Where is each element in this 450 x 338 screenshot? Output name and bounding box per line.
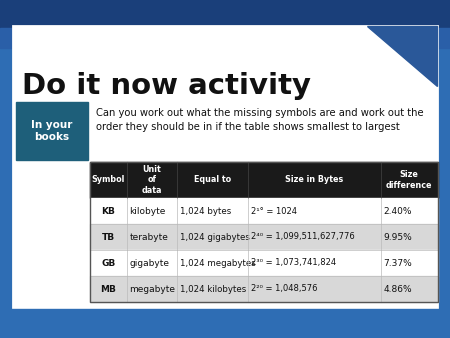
Text: 2¹° = 1024: 2¹° = 1024 bbox=[252, 207, 297, 216]
Text: 4.86%: 4.86% bbox=[383, 285, 412, 293]
Text: Size
difference: Size difference bbox=[386, 170, 432, 190]
Text: megabyte: megabyte bbox=[130, 285, 176, 293]
Bar bbox=[13, 26, 437, 309]
Text: 2⁴⁰ = 1,099,511,627,776: 2⁴⁰ = 1,099,511,627,776 bbox=[252, 233, 355, 241]
Bar bbox=[381, 250, 438, 276]
Bar bbox=[177, 250, 248, 276]
Bar bbox=[90, 162, 438, 302]
Bar bbox=[248, 250, 381, 276]
Bar bbox=[248, 224, 381, 250]
Text: terabyte: terabyte bbox=[130, 233, 168, 241]
Bar bbox=[90, 224, 126, 250]
Bar bbox=[16, 102, 88, 160]
Bar bbox=[381, 224, 438, 250]
Bar bbox=[177, 198, 248, 224]
Text: TB: TB bbox=[102, 233, 115, 241]
Text: In your
books: In your books bbox=[32, 120, 73, 142]
Text: 1,024 bytes: 1,024 bytes bbox=[180, 207, 231, 216]
Bar bbox=[126, 224, 177, 250]
Bar bbox=[381, 198, 438, 224]
Bar bbox=[126, 162, 177, 198]
Text: 1,024 gigabytes: 1,024 gigabytes bbox=[180, 233, 250, 241]
Text: Size in Bytes: Size in Bytes bbox=[285, 175, 344, 185]
Polygon shape bbox=[367, 26, 437, 86]
Bar bbox=[248, 198, 381, 224]
Text: MB: MB bbox=[100, 285, 116, 293]
Text: Symbol: Symbol bbox=[92, 175, 125, 185]
Text: 1,024 megabytes: 1,024 megabytes bbox=[180, 259, 256, 267]
Text: 2²⁰ = 1,048,576: 2²⁰ = 1,048,576 bbox=[252, 285, 318, 293]
Bar bbox=[126, 276, 177, 302]
Text: gigabyte: gigabyte bbox=[130, 259, 170, 267]
Text: kilobyte: kilobyte bbox=[130, 207, 166, 216]
Text: 9.95%: 9.95% bbox=[383, 233, 412, 241]
Bar bbox=[177, 276, 248, 302]
Text: Unit
of
data: Unit of data bbox=[141, 165, 162, 195]
Bar bbox=[126, 250, 177, 276]
Bar bbox=[0, 309, 450, 338]
Bar bbox=[381, 276, 438, 302]
Bar bbox=[248, 276, 381, 302]
Bar bbox=[177, 162, 248, 198]
Bar bbox=[126, 198, 177, 224]
Text: 7.37%: 7.37% bbox=[383, 259, 412, 267]
Bar bbox=[90, 276, 126, 302]
Text: 2³⁰ = 1,073,741,824: 2³⁰ = 1,073,741,824 bbox=[252, 259, 337, 267]
Bar bbox=[90, 198, 126, 224]
Text: KB: KB bbox=[101, 207, 115, 216]
Text: Do it now activity: Do it now activity bbox=[22, 72, 311, 100]
Text: Can you work out what the missing symbols are and work out the: Can you work out what the missing symbol… bbox=[96, 108, 423, 118]
Text: 1,024 kilobytes: 1,024 kilobytes bbox=[180, 285, 246, 293]
Bar bbox=[0, 0, 450, 28]
Bar bbox=[90, 250, 126, 276]
Text: order they should be in if the table shows smallest to largest: order they should be in if the table sho… bbox=[96, 122, 400, 132]
Bar bbox=[248, 162, 381, 198]
Text: 2.40%: 2.40% bbox=[383, 207, 412, 216]
Bar bbox=[177, 224, 248, 250]
Bar bbox=[90, 162, 126, 198]
Bar bbox=[381, 162, 438, 198]
Text: Equal to: Equal to bbox=[194, 175, 231, 185]
Text: GB: GB bbox=[101, 259, 115, 267]
Bar bbox=[0, 28, 450, 48]
